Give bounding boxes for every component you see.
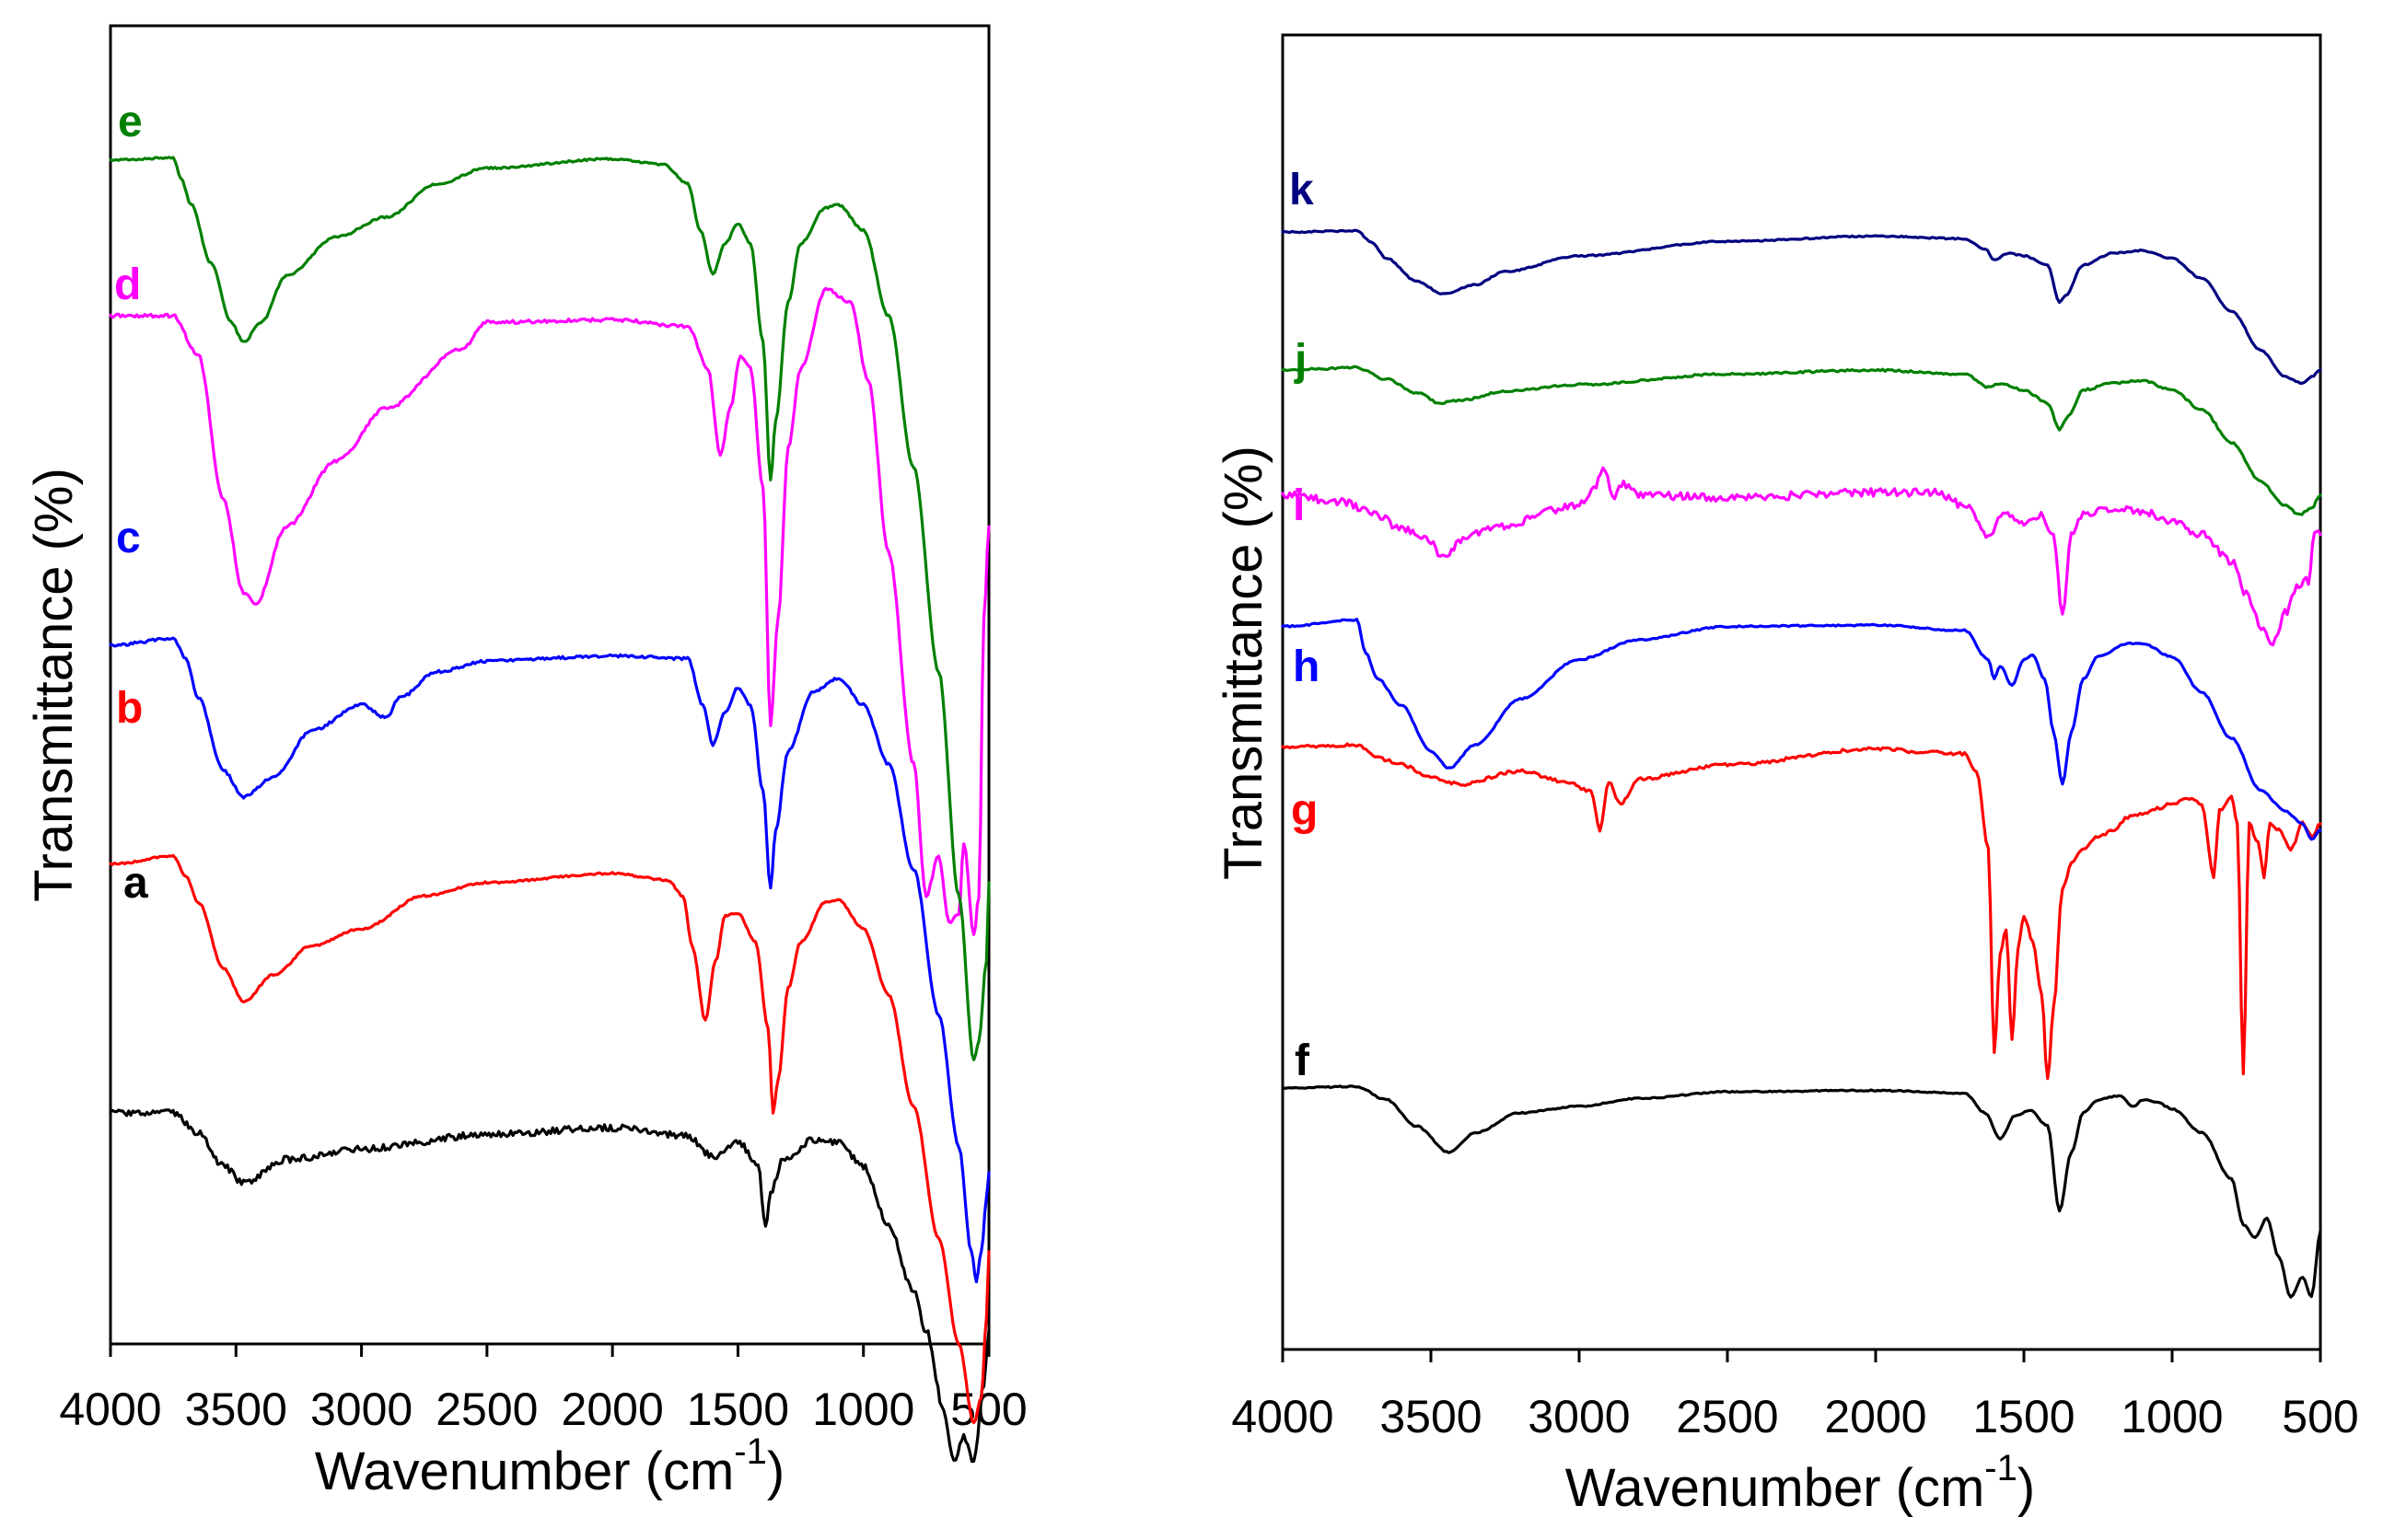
right-series-group	[1281, 228, 2322, 1299]
right-x-tick-label-3500: 3500	[1379, 1391, 1482, 1442]
left-curve-labels: a b c d e	[114, 98, 148, 908]
right-x-ticks	[1281, 1349, 2322, 1362]
spectrum-line-a	[109, 1108, 991, 1464]
spectrum-line-k	[1281, 228, 2322, 386]
left-x-tick-label-3000: 3000	[310, 1384, 413, 1435]
curve-label-f: f	[1295, 1036, 1310, 1085]
left-series-group	[109, 156, 991, 1464]
right-panel: 4000 3500 3000 2500 2000 1500 1000 500 f g h i j k T…	[1214, 33, 2359, 1518]
left-panel: 4000 3500 3000 2500 2000 1500 1000 500 a b c d e Tr…	[24, 24, 1028, 1501]
curve-label-e: e	[118, 98, 143, 146]
curve-label-d: d	[114, 261, 141, 309]
spectrum-line-h	[1281, 618, 2322, 841]
spectrum-line-d	[109, 286, 991, 936]
curve-label-g: g	[1291, 786, 1318, 835]
right-x-axis-title-sup: -1	[1984, 1448, 2017, 1488]
right-x-tick-label-2000: 2000	[1824, 1391, 1926, 1442]
left-x-axis-title-sup: -1	[734, 1431, 767, 1472]
left-x-tick-label-500: 500	[950, 1384, 1027, 1435]
right-x-tick-label-500: 500	[2282, 1391, 2358, 1442]
left-x-tick-label-3500: 3500	[185, 1384, 287, 1435]
spectrum-line-e	[109, 156, 991, 1061]
right-x-tick-label-1500: 1500	[1972, 1391, 2075, 1442]
left-x-tick-label-1500: 1500	[687, 1384, 789, 1435]
right-curve-labels: f g h i j k	[1289, 166, 1319, 1085]
right-x-tick-labels: 4000 3500 3000 2500 2000 1500 1000 500	[1231, 1391, 2358, 1442]
curve-label-j: j	[1294, 336, 1307, 385]
right-x-axis-title: Wavenumber (cm-1)	[1565, 1448, 2035, 1518]
right-x-axis-title-main: Wavenumber (cm	[1565, 1458, 1985, 1518]
left-x-tick-label-4000: 4000	[59, 1384, 161, 1435]
right-y-axis-title: Transmittance (%)	[1214, 446, 1273, 880]
right-x-tick-label-2500: 2500	[1676, 1391, 1778, 1442]
spectrum-line-f	[1281, 1084, 2322, 1299]
right-x-axis-title-close: )	[2017, 1458, 2035, 1518]
left-x-axis-title: Wavenumber (cm-1)	[315, 1431, 785, 1501]
left-x-tick-labels: 4000 3500 3000 2500 2000 1500 1000 500	[59, 1384, 1027, 1435]
left-x-axis-title-close: )	[767, 1442, 785, 1501]
left-y-axis-title: Transmittance (%)	[24, 468, 84, 902]
spectrum-line-g	[1281, 742, 2322, 1081]
left-x-tick-label-2500: 2500	[436, 1384, 538, 1435]
right-x-tick-label-3000: 3000	[1528, 1391, 1630, 1442]
left-x-tick-label-1000: 1000	[812, 1384, 914, 1435]
curve-label-c: c	[116, 514, 141, 562]
spectrum-line-b	[109, 853, 991, 1425]
spectrum-line-j	[1281, 365, 2322, 516]
spectrum-line-c	[109, 636, 991, 1284]
right-x-tick-label-1000: 1000	[2121, 1391, 2223, 1442]
left-x-ticks	[109, 1344, 991, 1357]
right-plot-frame	[1281, 33, 2322, 1351]
right-x-tick-label-4000: 4000	[1231, 1391, 1333, 1442]
curve-label-a: a	[123, 859, 148, 908]
left-x-axis-title-main: Wavenumber (cm	[315, 1442, 735, 1501]
curve-label-k: k	[1289, 166, 1314, 214]
spectrum-line-i	[1281, 466, 2322, 647]
left-plot-frame	[109, 24, 991, 1346]
curve-label-b: b	[116, 684, 143, 733]
left-x-tick-label-2000: 2000	[562, 1384, 664, 1435]
curve-label-i: i	[1293, 481, 1305, 530]
curve-label-h: h	[1293, 643, 1319, 691]
